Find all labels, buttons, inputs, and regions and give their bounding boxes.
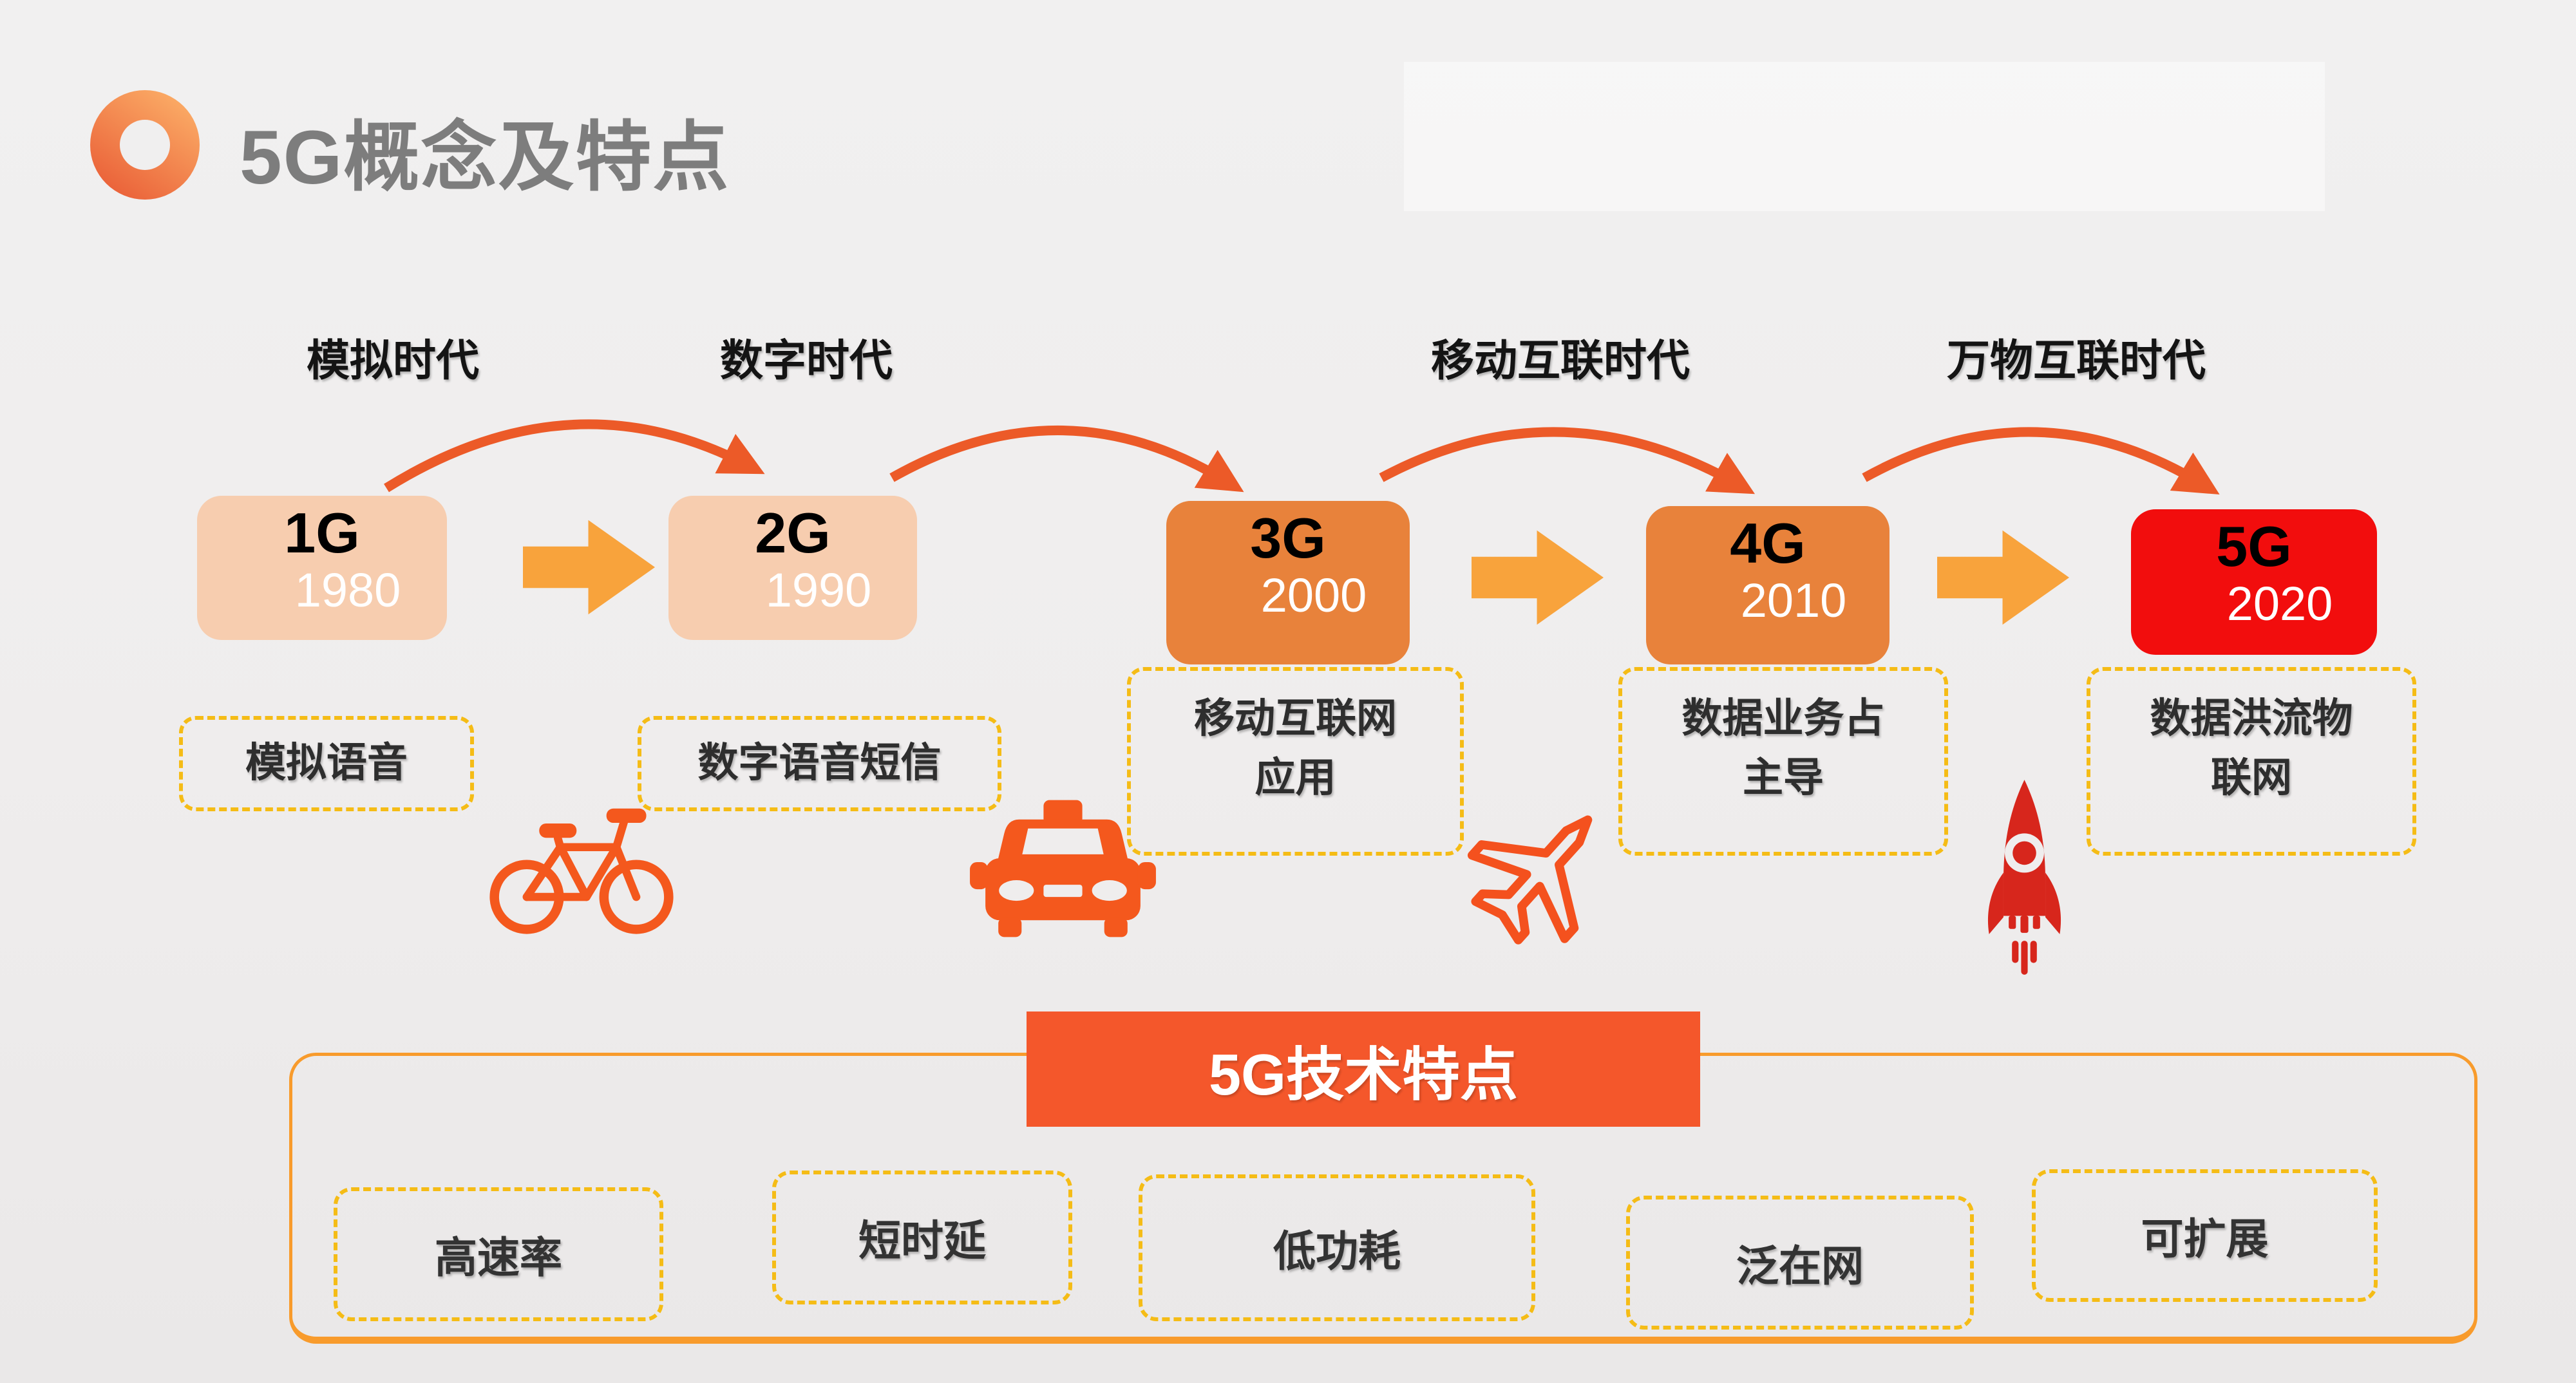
desc-text: 移动互联网应用 — [1194, 696, 1397, 800]
desc-text: 数据业务占主导 — [1681, 696, 1885, 800]
gen-box-3g: 3G 2000 — [1166, 501, 1410, 664]
arc-4g-5g — [1862, 427, 2220, 495]
feature-low-latency: 短时延 — [772, 1171, 1072, 1304]
gen-box-5g: 5G 2020 — [2131, 509, 2377, 655]
page-title: 5G概念及特点 — [240, 115, 730, 200]
gen-label: 3G — [1250, 506, 1326, 570]
feature-low-power: 低功耗 — [1139, 1174, 1535, 1321]
arrow-3g-4g — [1937, 530, 2069, 625]
era-label-digital: 数字时代 — [720, 337, 893, 385]
gen-label: 4G — [1730, 511, 1806, 575]
era-label-mobile-internet: 移动互联时代 — [1431, 337, 1690, 385]
arrow-2g-3g — [1472, 530, 1604, 625]
gen-year: 1990 — [765, 563, 872, 617]
desc-text: 模拟语音 — [245, 740, 408, 786]
era-label-analog: 模拟时代 — [307, 337, 479, 385]
taxi-icon — [970, 800, 1156, 937]
rocket-icon — [1987, 780, 2061, 975]
arc-3g-4g — [1379, 427, 1756, 494]
era-label-iot: 万物互联时代 — [1947, 337, 2206, 385]
bicycle-icon — [489, 808, 674, 934]
ring-logo-icon — [90, 90, 200, 200]
plane-icon — [1467, 815, 1593, 945]
gen-label: 2G — [755, 501, 831, 565]
gen-year: 2020 — [2226, 577, 2333, 631]
gen-box-4g: 4G 2010 — [1646, 506, 1889, 664]
arc-1g-2g — [384, 419, 765, 493]
gen-label: 1G — [284, 501, 360, 565]
feature-ubiquitous: 泛在网 — [1626, 1196, 1974, 1330]
background-highlight — [1404, 62, 2325, 211]
feature-high-speed: 高速率 — [334, 1187, 663, 1321]
feature-scalable: 可扩展 — [2032, 1169, 2378, 1302]
arc-2g-3g — [889, 426, 1244, 493]
desc-box-1g: 模拟语音 — [179, 716, 474, 811]
gen-year: 2000 — [1260, 569, 1367, 623]
features-title-banner: 5G技术特点 — [1027, 1011, 1700, 1127]
desc-box-5g: 数据洪流物联网 — [2087, 667, 2416, 856]
arrow-1g-2g — [523, 520, 655, 615]
gen-box-2g: 2G 1990 — [668, 496, 917, 640]
gen-label: 5G — [2216, 514, 2292, 578]
gen-box-1g: 1G 1980 — [197, 496, 447, 640]
desc-box-2g: 数字语音短信 — [638, 716, 1001, 811]
gen-year: 1980 — [294, 563, 401, 617]
desc-box-4g: 数据业务占主导 — [1618, 667, 1948, 856]
desc-text: 数据洪流物联网 — [2150, 696, 2353, 800]
gen-year: 2010 — [1740, 574, 1847, 628]
desc-box-3g: 移动互联网应用 — [1127, 667, 1464, 856]
desc-text: 数字语音短信 — [697, 740, 942, 786]
